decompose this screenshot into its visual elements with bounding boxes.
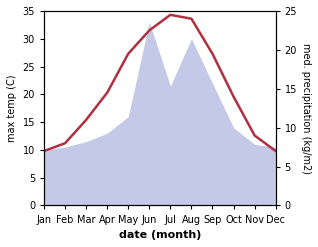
Y-axis label: med. precipitation (kg/m2): med. precipitation (kg/m2) xyxy=(301,43,311,174)
Y-axis label: max temp (C): max temp (C) xyxy=(7,74,17,142)
X-axis label: date (month): date (month) xyxy=(119,230,201,240)
